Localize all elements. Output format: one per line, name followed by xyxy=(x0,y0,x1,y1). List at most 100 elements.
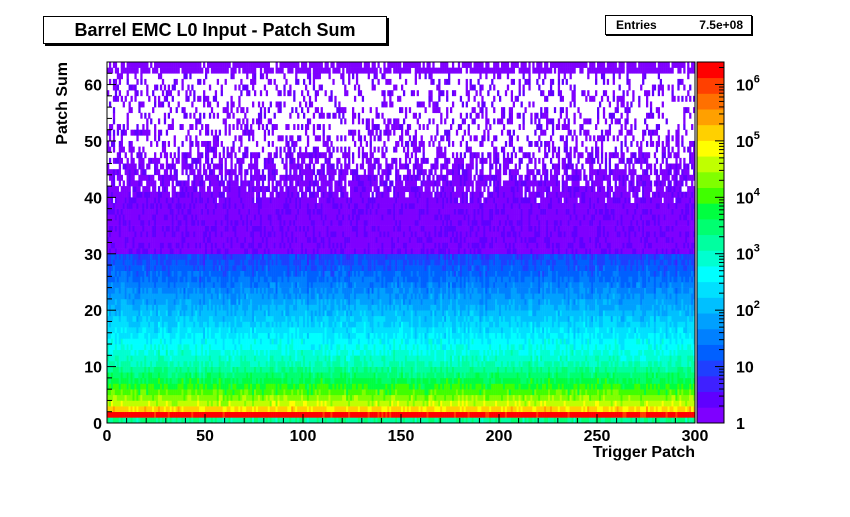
heatmap-cell xyxy=(689,349,692,356)
heatmap-cell xyxy=(430,332,433,339)
heatmap-cell xyxy=(120,327,123,334)
heatmap-cell xyxy=(440,411,443,418)
heatmap-cell xyxy=(493,372,496,379)
heatmap-cell xyxy=(406,366,410,373)
heatmap-cell xyxy=(195,332,198,339)
heatmap-cell xyxy=(244,344,247,350)
heatmap-cell xyxy=(420,372,423,379)
heatmap-cell xyxy=(342,394,345,401)
heatmap-cell xyxy=(150,377,153,384)
heatmap-cell xyxy=(659,372,662,379)
heatmap-cell xyxy=(232,377,235,384)
heatmap-cell xyxy=(244,349,247,356)
heatmap-cell xyxy=(618,394,621,401)
heatmap-cell xyxy=(446,332,449,339)
heatmap-cell xyxy=(553,406,557,413)
heatmap-cell xyxy=(244,338,247,345)
heatmap-cell xyxy=(638,406,641,413)
heatmap-cell xyxy=(324,360,327,367)
heatmap-cell xyxy=(612,355,615,362)
heatmap-cell xyxy=(526,338,529,345)
heatmap-cell xyxy=(512,344,515,350)
heatmap-cell xyxy=(259,344,263,350)
heatmap-cell xyxy=(651,372,655,379)
heatmap-cell xyxy=(642,344,645,350)
heatmap-cell xyxy=(293,372,296,379)
heatmap-cell xyxy=(271,344,274,350)
heatmap-cell xyxy=(689,400,692,407)
heatmap-cell xyxy=(632,417,635,424)
heatmap-cell xyxy=(628,332,631,339)
heatmap-cell xyxy=(159,355,163,362)
heatmap-cell xyxy=(432,383,435,390)
heatmap-cell xyxy=(487,411,490,418)
heatmap-cell xyxy=(132,406,135,413)
heatmap-cell xyxy=(173,372,176,379)
heatmap-cell xyxy=(628,338,631,345)
heatmap-cell xyxy=(210,377,214,384)
heatmap-cell xyxy=(352,400,355,407)
heatmap-cell xyxy=(169,400,172,407)
heatmap-cell xyxy=(130,389,133,396)
heatmap-cell xyxy=(420,349,423,356)
heatmap-cell xyxy=(689,377,692,384)
heatmap-cell xyxy=(120,400,123,407)
heatmap-cell xyxy=(114,327,118,334)
heatmap-cell xyxy=(640,383,643,390)
heatmap-cell xyxy=(561,360,564,367)
heatmap-cell xyxy=(442,377,445,384)
heatmap-cell xyxy=(340,338,343,345)
heatmap-cell xyxy=(324,372,327,379)
heatmap-cell xyxy=(359,344,363,350)
heatmap-cell xyxy=(430,411,433,418)
heatmap-cell xyxy=(152,355,155,362)
heatmap-cell xyxy=(352,406,355,413)
heatmap-cell xyxy=(687,377,690,384)
heatmap-cell xyxy=(448,332,451,339)
heatmap-cell xyxy=(453,344,457,350)
heatmap-cell xyxy=(524,383,527,390)
heatmap-cell xyxy=(348,377,351,384)
heatmap-cell xyxy=(512,411,515,418)
heatmap-cell xyxy=(597,411,600,418)
heatmap-cell xyxy=(577,394,580,401)
heatmap-cell xyxy=(187,360,190,367)
heatmap-cell xyxy=(471,327,474,334)
heatmap-cell xyxy=(154,372,157,379)
heatmap-cell xyxy=(269,366,272,373)
heatmap-cell xyxy=(334,394,337,401)
heatmap-cell xyxy=(399,406,402,413)
heatmap-cell xyxy=(197,338,200,345)
heatmap-cell xyxy=(434,389,437,396)
heatmap-cell xyxy=(630,417,633,424)
heatmap-cell xyxy=(669,411,672,418)
heatmap-cell xyxy=(224,400,227,407)
heatmap-cell xyxy=(114,400,118,407)
heatmap-cell xyxy=(240,372,243,379)
heatmap-cell xyxy=(526,389,529,396)
heatmap-cell xyxy=(681,355,684,362)
heatmap-cell xyxy=(324,411,327,418)
heatmap-cell xyxy=(265,400,269,407)
heatmap-cell xyxy=(651,349,655,356)
heatmap-cell xyxy=(614,355,617,362)
heatmap-cell xyxy=(197,372,200,379)
heatmap-cell xyxy=(226,327,229,334)
heatmap-cell xyxy=(495,360,498,367)
heatmap-cell xyxy=(514,377,517,384)
heatmap-cell xyxy=(540,383,543,390)
heatmap-cell xyxy=(146,389,149,396)
heatmap-cell xyxy=(381,406,384,413)
heatmap-cell xyxy=(530,411,533,418)
heatmap-cell xyxy=(440,360,443,367)
heatmap-cell xyxy=(459,406,463,413)
heatmap-cell xyxy=(675,355,678,362)
heatmap-cell xyxy=(630,355,633,362)
heatmap-cell xyxy=(283,355,286,362)
heatmap-cell xyxy=(252,349,255,356)
heatmap-cell xyxy=(334,366,337,373)
heatmap-cell xyxy=(156,389,159,396)
heatmap-cell xyxy=(224,344,227,350)
heatmap-cell xyxy=(467,366,470,373)
heatmap-cell xyxy=(359,411,363,418)
